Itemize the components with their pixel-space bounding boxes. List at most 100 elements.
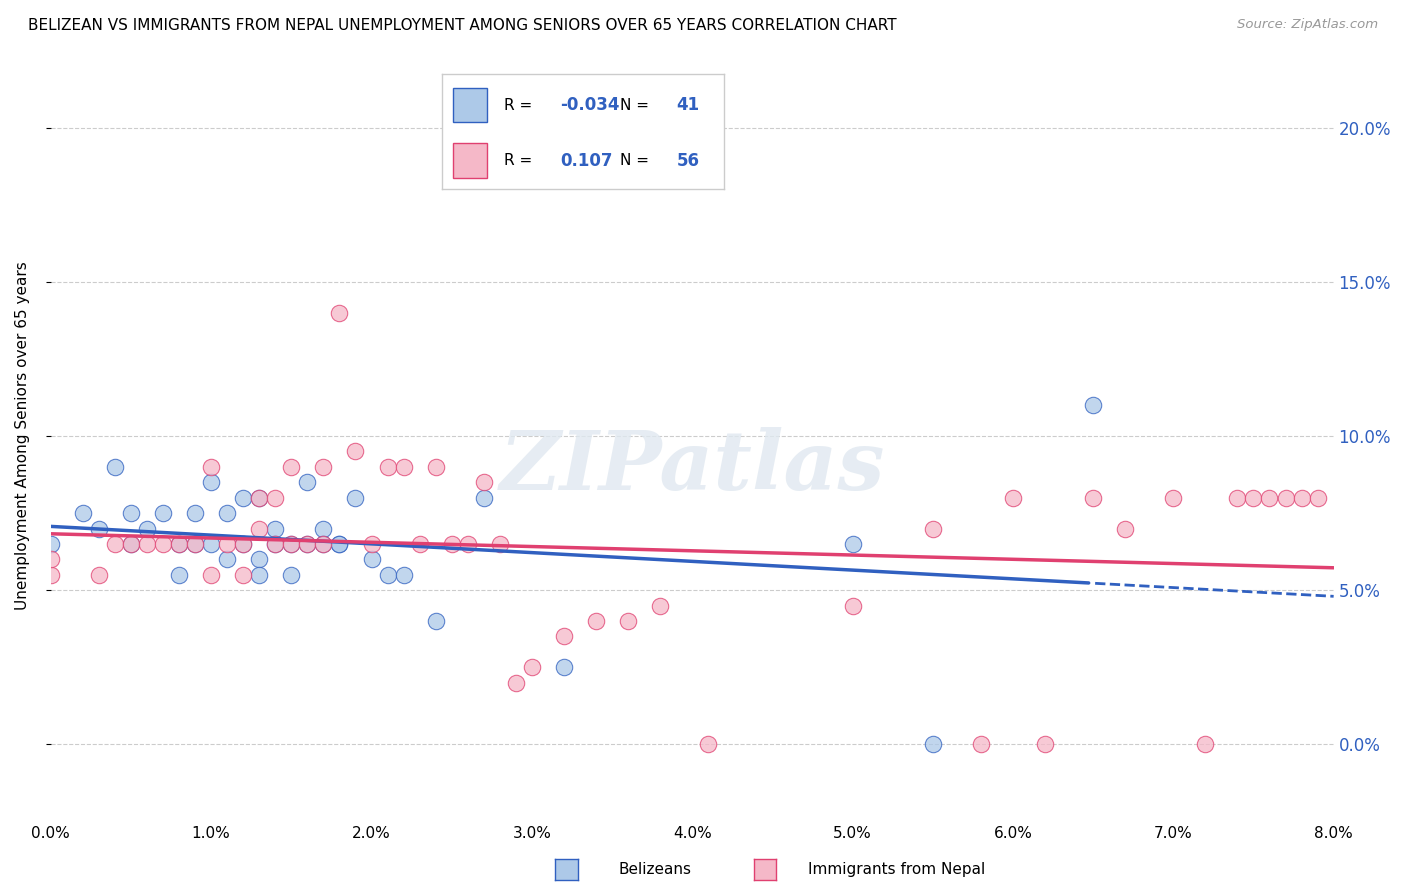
Point [617, 614, 640, 628]
Point [1291, 491, 1313, 505]
Point [167, 537, 190, 551]
Text: BELIZEAN VS IMMIGRANTS FROM NEPAL UNEMPLOYMENT AMONG SENIORS OVER 65 YEARS CORRE: BELIZEAN VS IMMIGRANTS FROM NEPAL UNEMPL… [28, 18, 897, 33]
Point [280, 567, 302, 582]
Point [553, 660, 575, 674]
Point [232, 567, 254, 582]
Point [39, 567, 62, 582]
Point [1194, 738, 1216, 752]
Point [697, 738, 720, 752]
Point [1114, 522, 1136, 536]
Point [377, 459, 399, 474]
Point [344, 491, 367, 505]
Point [1001, 491, 1024, 505]
Point [232, 537, 254, 551]
Point [280, 459, 302, 474]
Point [505, 675, 527, 690]
Point [247, 567, 270, 582]
Point [247, 491, 270, 505]
Point [200, 537, 222, 551]
Point [280, 537, 302, 551]
Point [312, 459, 335, 474]
Point [344, 444, 367, 458]
Point [167, 537, 190, 551]
Point [297, 537, 319, 551]
Point [200, 459, 222, 474]
Point [136, 537, 159, 551]
Point [247, 552, 270, 566]
Point [360, 537, 382, 551]
Point [120, 537, 142, 551]
Point [264, 491, 287, 505]
Point [200, 475, 222, 490]
Point [232, 537, 254, 551]
Point [184, 537, 207, 551]
Point [217, 537, 239, 551]
Point [280, 537, 302, 551]
Point [217, 552, 239, 566]
Y-axis label: Unemployment Among Seniors over 65 years: Unemployment Among Seniors over 65 years [15, 261, 30, 610]
Point [425, 459, 447, 474]
Point [120, 506, 142, 520]
Point [264, 537, 287, 551]
Point [585, 614, 607, 628]
Point [312, 537, 335, 551]
Point [1161, 491, 1184, 505]
Point [457, 537, 479, 551]
Point [39, 552, 62, 566]
Point [392, 459, 415, 474]
Point [184, 506, 207, 520]
Point [520, 660, 543, 674]
Point [104, 459, 127, 474]
Point [1243, 491, 1265, 505]
Point [297, 537, 319, 551]
Point [841, 537, 863, 551]
Point [184, 537, 207, 551]
Point [921, 522, 943, 536]
Point [841, 599, 863, 613]
Text: Source: ZipAtlas.com: Source: ZipAtlas.com [1237, 18, 1378, 31]
Point [970, 738, 993, 752]
Text: Immigrants from Nepal: Immigrants from Nepal [808, 863, 986, 877]
Point [87, 522, 110, 536]
Point [650, 599, 672, 613]
Point [200, 567, 222, 582]
Point [312, 537, 335, 551]
Point [136, 522, 159, 536]
Point [39, 537, 62, 551]
Point [472, 491, 495, 505]
Point [217, 506, 239, 520]
Point [264, 537, 287, 551]
Text: Belizeans: Belizeans [619, 863, 692, 877]
Point [328, 306, 350, 320]
Point [1226, 491, 1249, 505]
Point [232, 491, 254, 505]
Point [104, 537, 127, 551]
Point [1274, 491, 1296, 505]
Point [440, 537, 463, 551]
Point [1306, 491, 1329, 505]
Point [328, 537, 350, 551]
Point [247, 491, 270, 505]
Point [392, 567, 415, 582]
Point [72, 506, 94, 520]
Point [553, 630, 575, 644]
Point [1258, 491, 1281, 505]
Point [472, 475, 495, 490]
Point [1033, 738, 1056, 752]
Point [152, 537, 174, 551]
Point [328, 537, 350, 551]
Point [87, 567, 110, 582]
Point [152, 506, 174, 520]
Point [921, 738, 943, 752]
Point [360, 552, 382, 566]
Text: ZIPatlas: ZIPatlas [499, 427, 884, 507]
Point [1081, 398, 1104, 412]
Point [297, 475, 319, 490]
Point [120, 537, 142, 551]
Point [1081, 491, 1104, 505]
Point [264, 522, 287, 536]
Point [408, 537, 430, 551]
Point [247, 522, 270, 536]
Point [167, 567, 190, 582]
Point [488, 537, 510, 551]
